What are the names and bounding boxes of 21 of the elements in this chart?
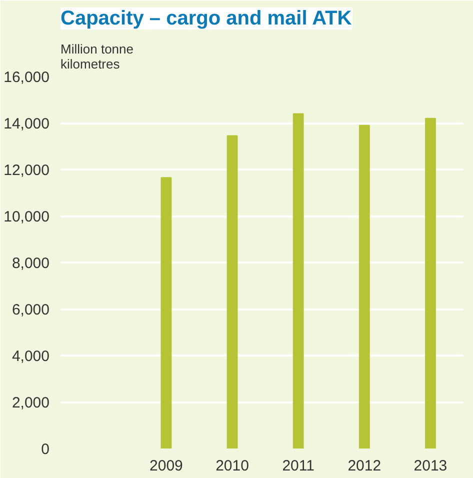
x-tick-label: 2009 (150, 458, 183, 474)
y-tick-label: 16,000 (4, 69, 50, 86)
bar (425, 118, 436, 448)
x-tick-label: 2011 (282, 458, 314, 474)
x-tick-label: 2013 (414, 458, 448, 474)
y-axis-title: Million tonne kilometres (60, 42, 134, 72)
chart-title: Capacity – cargo and mail ATK (60, 8, 352, 30)
x-tick-label: 2010 (216, 458, 249, 474)
y-tick-label: 14,000 (4, 116, 50, 132)
y-tick-label: 2,000 (12, 394, 50, 412)
y-tick-label: 0 (41, 441, 50, 458)
x-tick-label: 2012 (348, 458, 382, 474)
y-tick-label: 6,000 (12, 302, 50, 318)
bar (226, 135, 238, 448)
y-tick-label: 8,000 (12, 255, 50, 272)
bar (160, 177, 172, 448)
y-tick-label: 12,000 (4, 162, 50, 179)
bar (358, 124, 370, 448)
y-tick-label: 10,000 (4, 208, 50, 226)
y-tick-label: 4,000 (12, 348, 50, 365)
bar (292, 113, 304, 448)
